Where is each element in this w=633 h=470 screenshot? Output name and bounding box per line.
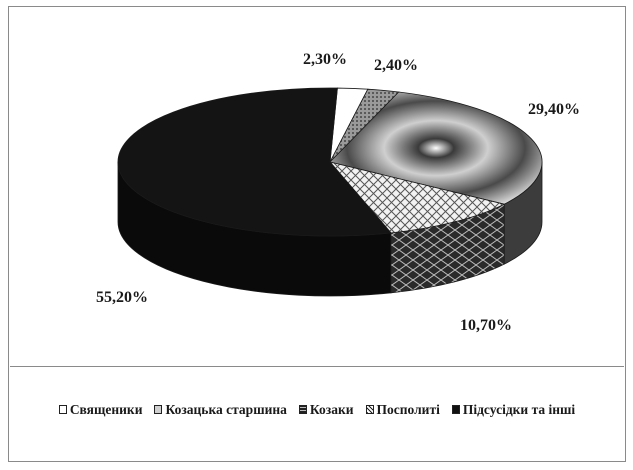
legend-label-козацька-старшина: Козацька старшина (165, 401, 287, 417)
legend-item-козацька-старшина[interactable]: Козацька старшина (154, 401, 287, 418)
data-label-козацька-старшина: 2,40% (374, 57, 418, 74)
legend-label-козаки: Козаки (309, 401, 354, 417)
legend-label-священики: Священики (69, 401, 143, 417)
legend-swatch-священики (58, 405, 67, 414)
data-label-козаки: 29,40% (528, 101, 580, 118)
legend-swatch-козаки (298, 405, 307, 414)
legend-label-підсусідки-та-інші: Підсусідки та інші (462, 401, 576, 417)
data-label-підсусідки-та-інші: 55,20% (96, 289, 148, 306)
data-label-посполиті: 10,70% (460, 317, 512, 334)
legend-item-підсусідки-та-інші[interactable]: Підсусідки та інші (451, 401, 576, 418)
slice-підсусідки-та-інші[interactable] (117, 87, 392, 237)
legend-item-посполиті[interactable]: Посполиті (365, 401, 440, 418)
legend-swatch-козацька-старшина (154, 405, 163, 414)
legend: Священики Козацька старшина Козаки Посполит… (10, 366, 624, 452)
slice-посполиті[interactable] (328, 161, 506, 234)
slice-козаки[interactable] (329, 91, 543, 205)
legend-swatch-підсусідки-та-інші (451, 405, 460, 414)
legend-swatch-посполиті (365, 405, 374, 414)
data-label-священики: 2,30% (303, 51, 347, 68)
legend-item-священики[interactable]: Священики (58, 401, 143, 418)
legend-label-посполиті: Посполиті (376, 401, 440, 417)
legend-item-козаки[interactable]: Козаки (298, 401, 354, 418)
